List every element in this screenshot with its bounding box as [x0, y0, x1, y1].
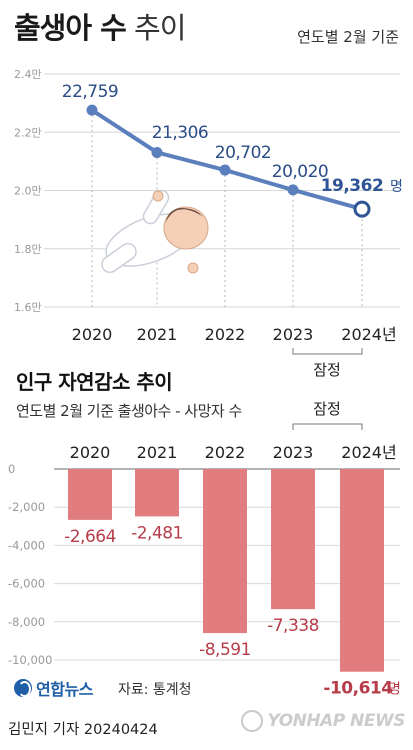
y-tick-label: -10,000 [8, 653, 52, 667]
y-tick-label: 1.6만 [14, 301, 42, 314]
data-point [353, 200, 371, 218]
watermark-text: YONHAP NEWS [267, 711, 406, 731]
x-tick-label: 2024년 [341, 443, 396, 462]
bar [203, 469, 247, 634]
x-tick-label: 2023 [273, 325, 314, 344]
birth-line-chart: 1.6만1.8만2.0만2.2만2.4만22,75921,30620,70220… [14, 68, 403, 355]
data-label: -10,614 [323, 679, 393, 699]
baby-illustration [101, 189, 209, 274]
y-tick-label: -6,000 [8, 577, 45, 591]
data-point [86, 104, 98, 116]
data-label: -7,338 [267, 616, 319, 636]
data-point [151, 146, 163, 158]
data-label: 19,362 [321, 176, 384, 196]
y-tick-label: -8,000 [8, 615, 45, 629]
y-tick-label: 2.2만 [14, 126, 42, 139]
x-tick-label: 2022 [205, 325, 246, 344]
bar [340, 469, 384, 672]
bar [135, 469, 179, 517]
bar [271, 469, 315, 610]
baby-leg [101, 242, 137, 274]
watermark: YONHAP NEWS [240, 710, 406, 732]
y-tick-label: 2.0만 [14, 185, 42, 198]
unit-label: 명 [388, 682, 401, 698]
provisional-label: 잠정 [313, 400, 341, 418]
source-label: 자료: 통계청 [118, 682, 192, 698]
data-label: 20,020 [272, 162, 328, 182]
x-tick-label: 2024년 [341, 325, 396, 344]
y-tick-label: 0 [8, 462, 15, 476]
section2-title: 인구 자연감소 추이 [16, 370, 173, 394]
data-point [219, 164, 231, 176]
provisional-bracket [292, 348, 363, 355]
watermark-globe-icon [240, 710, 263, 732]
baby-hand [187, 262, 199, 274]
x-tick-label: 2023 [273, 443, 314, 462]
title-bold: 출생아 수 [14, 11, 127, 45]
provisional-label: 잠정 [313, 361, 341, 379]
page-title: 출생아 수 추이 [14, 10, 186, 46]
bar [68, 469, 112, 520]
page-subtitle: 연도별 2월 기준 [297, 28, 399, 46]
x-tick-label: 2020 [72, 325, 113, 344]
y-tick-label: 2.4만 [14, 68, 42, 81]
x-tick-label: 2022 [205, 443, 246, 462]
section2-subtitle: 연도별 2월 기준 출생아수 - 사망자 수 [16, 402, 242, 420]
data-label: 20,702 [215, 143, 271, 163]
byline: 김민지 기자 20240424 [8, 722, 158, 738]
data-label: -2,664 [64, 527, 116, 547]
data-label: 22,759 [62, 82, 118, 102]
x-tick-label: 2021 [137, 325, 178, 344]
x-tick-label: 2020 [70, 443, 111, 462]
agency-logo: 연합뉴스 [14, 676, 93, 700]
baby-hand [152, 190, 164, 202]
data-label: -2,481 [131, 523, 183, 543]
y-tick-label: -4,000 [8, 538, 45, 552]
unit-label: 명 [390, 179, 403, 195]
y-tick-label: 1.8만 [14, 243, 42, 256]
baby-head [163, 206, 209, 250]
x-tick-label: 2021 [137, 443, 178, 462]
yonhap-logo-icon [14, 679, 32, 697]
data-label: -8,591 [199, 640, 251, 660]
data-point [287, 184, 299, 196]
data-label: 21,306 [152, 123, 208, 143]
provisional-bracket [292, 423, 363, 430]
agency-name: 연합뉴스 [36, 680, 93, 699]
title-light: 추이 [134, 11, 186, 45]
y-tick-label: -2,000 [8, 500, 45, 514]
